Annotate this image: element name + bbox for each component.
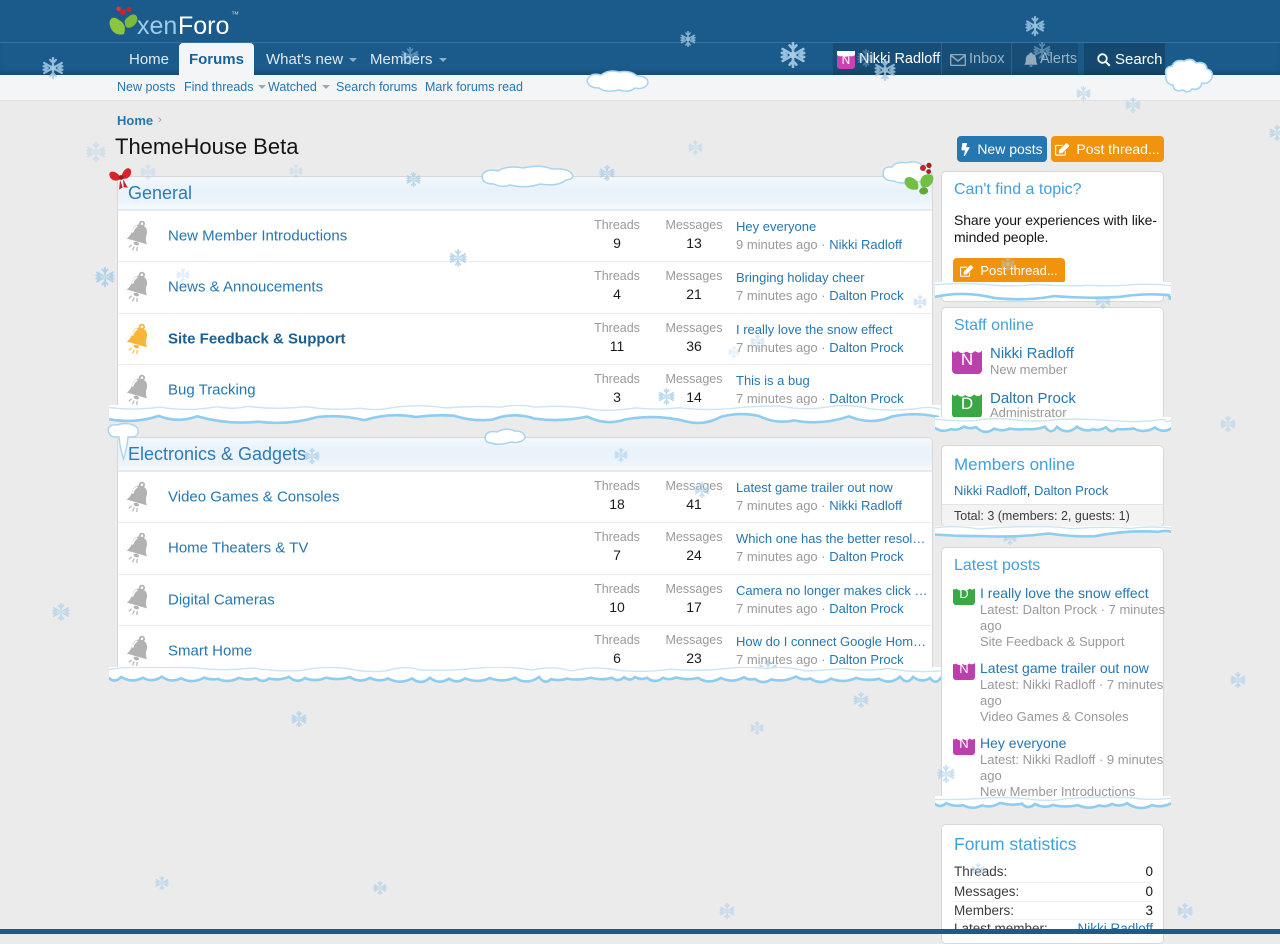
svg-text:Foro: Foro (178, 12, 229, 40)
svg-text:xen: xen (137, 12, 177, 40)
svg-text:™: ™ (231, 10, 239, 19)
